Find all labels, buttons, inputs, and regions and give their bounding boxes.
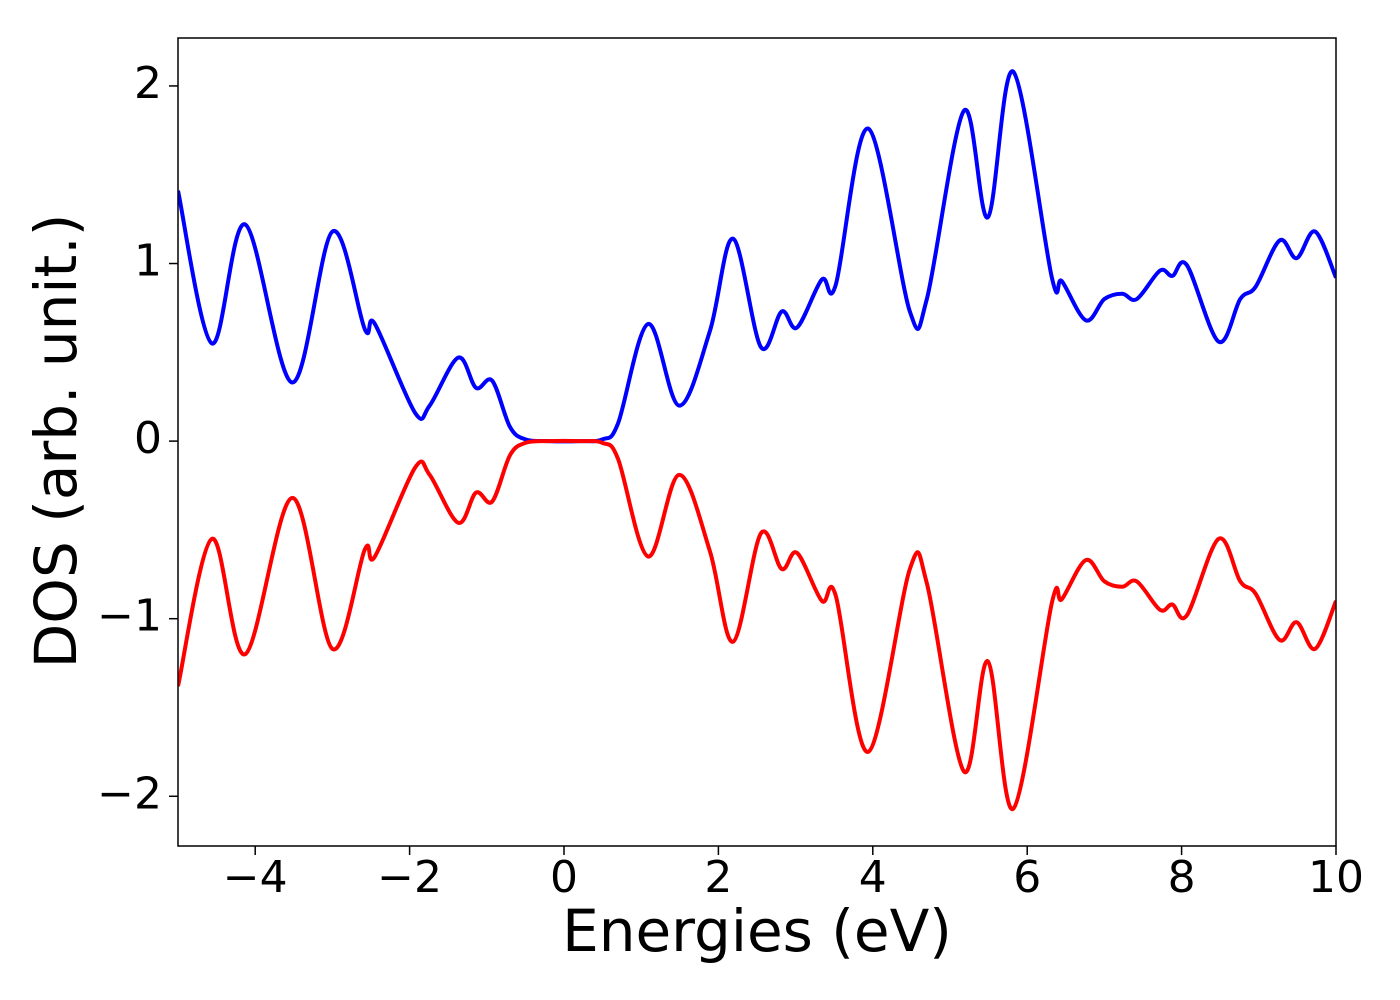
x-tick-label: 8 (1168, 852, 1196, 903)
data-line (178, 438, 1336, 811)
y-tick-label: 1 (134, 236, 162, 287)
y-tick-label: −1 (97, 591, 162, 642)
x-tick-label: −4 (223, 852, 288, 903)
x-tick-label: 0 (550, 852, 578, 903)
y-tick-label: −2 (97, 768, 162, 819)
x-tick-label: 2 (704, 852, 732, 903)
plot-frame (177, 37, 1337, 847)
x-tick-label: 10 (1308, 852, 1364, 903)
y-tick-label: 2 (134, 58, 162, 109)
x-tick-label: 4 (859, 852, 887, 903)
data-line (178, 69, 1336, 444)
y-tick-label: 0 (134, 413, 162, 464)
x-axis-label: Energies (eV) (562, 897, 952, 965)
x-tick-label: 6 (1013, 852, 1041, 903)
x-tick-label: −2 (377, 852, 442, 903)
y-axis-label: DOS (arb. unit.) (22, 214, 90, 669)
